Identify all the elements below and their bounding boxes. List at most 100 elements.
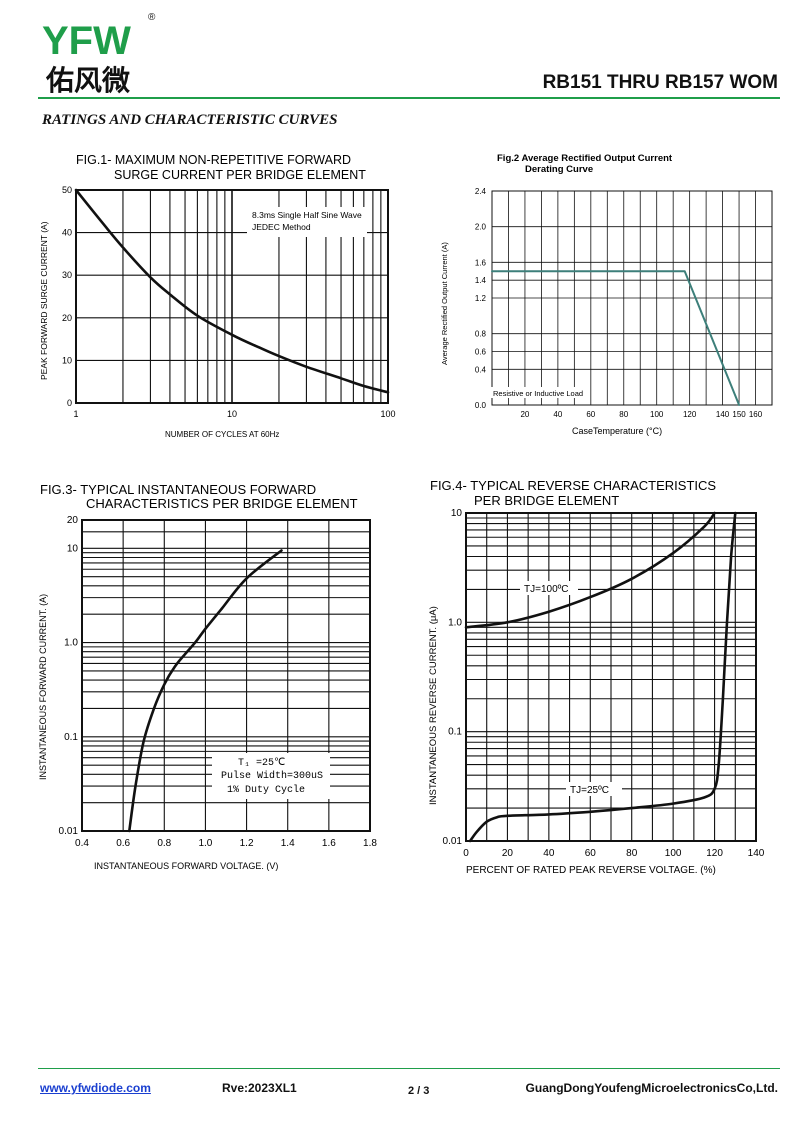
fig1-xlabel: NUMBER OF CYCLES AT 60Hz: [165, 430, 279, 439]
fig3-chart: FIG.3- TYPICAL INSTANTANEOUS FORWARD CHA…: [38, 482, 378, 871]
fig1-chart: FIG.1- MAXIMUM NON-REPETITIVE FORWARD SU…: [39, 153, 396, 439]
fig3-xtick-label: 1.6: [322, 838, 336, 849]
fig3-xtick-label: 1.0: [198, 838, 212, 849]
fig4-xtick-label: 0: [463, 848, 469, 859]
fig4-xtick-label: 80: [626, 848, 638, 859]
fig1-curves: [74, 188, 390, 394]
fig3-ytick-label: 0.01: [59, 826, 79, 837]
fig2-xtick-label: 80: [619, 410, 628, 419]
logo-cjk: 佑风微: [45, 64, 130, 94]
company-logo: YFW 佑风微: [42, 19, 131, 94]
fig3-ticks: 0.4 0.6 0.8 1.0 1.2 1.4 1.6 1.8 0.01 0.1 1.0 10 20: [59, 515, 378, 849]
footer-rule: [38, 1068, 780, 1069]
fig2-ytick-label: 0.6: [475, 348, 487, 357]
fig1-ylabel: PEAK FORWARD SURGE CURRENT (A): [39, 221, 49, 380]
fig4-ytick-label: 10: [451, 508, 463, 519]
document-title: RB151 THRU RB157 WOM: [542, 72, 778, 93]
fig2-xtick-label: 60: [586, 410, 595, 419]
fig3-plot-frame: [81, 519, 371, 832]
fig2-title: Fig.2 Average Rectified Output Current: [497, 153, 673, 164]
fig2-xtick-label: 40: [553, 410, 562, 419]
header-rule: [38, 97, 780, 99]
fig2-ytick-label: 0.8: [475, 330, 487, 339]
fig2-ytick-label: 0.4: [475, 365, 487, 374]
fig3-xtick-label: 0.6: [116, 838, 130, 849]
fig1-title: FIG.1- MAXIMUM NON-REPETITIVE FORWARD: [76, 153, 351, 167]
fig4-plot-frame: [465, 512, 757, 842]
fig2-grid: [491, 190, 773, 406]
logo-latin: YFW: [42, 19, 131, 63]
fig4-ytick-label: 0.1: [448, 727, 462, 738]
registered-mark: ®: [148, 12, 156, 23]
fig1-annotation-box: [247, 207, 367, 237]
fig4-subtitle: PER BRIDGE ELEMENT: [474, 493, 619, 508]
fig2-xtick-label: 20: [520, 410, 529, 419]
fig4-xtick-label: 20: [502, 848, 514, 859]
fig3-subtitle: CHARACTERISTICS PER BRIDGE ELEMENT: [86, 496, 358, 511]
fig4-series-line-0: [464, 511, 716, 629]
fig3-ytick-label: 20: [67, 515, 79, 526]
fig4-ytick-label: 1.0: [448, 617, 462, 628]
fig2-xtick-label: 140: [716, 410, 730, 419]
fig1-ytick-label: 40: [62, 228, 72, 238]
fig4-series-label-100: TJ=100ºC: [524, 584, 569, 595]
fig4-grid: [465, 512, 757, 842]
fig4-label-box-100: [520, 581, 578, 595]
page-number: 2 / 3: [408, 1085, 430, 1097]
fig1-series-line-0: [74, 188, 390, 394]
fig2-ylabel: Average Rectified Output Current (A): [440, 242, 449, 365]
fig3-ylabel: INSTANTANEOUS FORWARD CURRENT. (A): [38, 594, 48, 780]
fig2-ytick-label: 1.6: [475, 258, 487, 267]
fig2-ytick-label: 2.4: [475, 187, 487, 196]
fig4-label-box-25: [566, 782, 622, 796]
fig1-xtick-label: 10: [227, 409, 237, 419]
fig4-series-label-25: TJ=25ºC: [570, 785, 609, 796]
fig1-annotation-2: JEDEC Method: [252, 222, 311, 232]
fig2-subtitle: Derating Curve: [525, 164, 593, 175]
fig3-ytick-label: 10: [67, 543, 79, 554]
fig2-plot-frame: [491, 190, 773, 406]
fig1-subtitle: SURGE CURRENT PER BRIDGE ELEMENT: [114, 168, 366, 182]
fig1-ytick-label: 50: [62, 185, 72, 195]
fig1-ticks: 1 10 100 0 10 20 30 40 50: [62, 185, 396, 419]
fig4-ytick-label: 0.01: [443, 836, 463, 847]
fig4-xtick-label: 60: [585, 848, 597, 859]
fig1-ytick-label: 10: [62, 355, 72, 365]
fig2-xlabel: CaseTemperature (°C): [572, 426, 662, 436]
fig3-title: FIG.3- TYPICAL INSTANTANEOUS FORWARD: [40, 482, 316, 497]
fig1-annotation-1: 8.3ms Single Half Sine Wave: [252, 210, 362, 220]
fig3-series-line-0: [128, 549, 283, 833]
website-link[interactable]: www.yfwdiode.com: [40, 1081, 151, 1095]
fig4-xlabel: PERCENT OF RATED PEAK REVERSE VOLTAGE. (…: [466, 865, 716, 876]
fig2-xtick-label: 150: [732, 410, 746, 419]
fig1-ytick-label: 0: [67, 398, 72, 408]
fig4-xtick-label: 140: [748, 848, 765, 859]
fig4-series-line-1: [468, 511, 737, 843]
fig2-ytick-label: 1.4: [475, 276, 487, 285]
fig2-xtick-label: 100: [650, 410, 664, 419]
fig2-ytick-label: 0.0: [475, 401, 487, 410]
fig3-ytick-label: 1.0: [64, 638, 78, 649]
fig2-ticks: 20 40 60 80 100 120 140 150 160 0.0 0.4 0.6 0.8 1.2 1.…: [475, 187, 763, 419]
fig1-ytick-label: 30: [62, 270, 72, 280]
fig3-annotation-1: T₁ =25℃: [238, 758, 285, 769]
fig3-xlabel: INSTANTANEOUS FORWARD VOLTAGE. (V): [94, 861, 278, 871]
fig2-annotation-1: Resistive or Inductive Load: [493, 389, 583, 398]
fig4-xtick-label: 40: [543, 848, 555, 859]
company-name: GuangDongYoufengMicroelectronicsCo,Ltd.: [525, 1081, 778, 1095]
fig2-chart: Fig.2 Average Rectified Output Current D…: [440, 153, 773, 436]
fig1-ytick-label: 20: [62, 313, 72, 323]
section-title: RATINGS AND CHARACTERISTIC CURVES: [42, 112, 338, 128]
fig3-xtick-label: 1.8: [363, 838, 377, 849]
fig2-ytick-label: 1.2: [475, 294, 487, 303]
fig4-ticks: 0 20 40 60 80 100 120 140 0.01 0.1 1.0 10: [443, 508, 765, 859]
fig3-xtick-label: 1.4: [281, 838, 295, 849]
fig3-annotation-2: Pulse Width=300uS: [221, 770, 323, 782]
fig4-xtick-label: 120: [706, 848, 723, 859]
fig4-curves: [464, 511, 737, 843]
fig2-xtick-label: 120: [683, 410, 697, 419]
fig3-xtick-label: 0.4: [75, 838, 89, 849]
fig3-curves: [128, 549, 283, 833]
fig3-annotation-box: [212, 753, 330, 799]
fig4-ylabel: INSTANTANEOUS REVERSE CURRENT. (μA): [428, 606, 439, 805]
